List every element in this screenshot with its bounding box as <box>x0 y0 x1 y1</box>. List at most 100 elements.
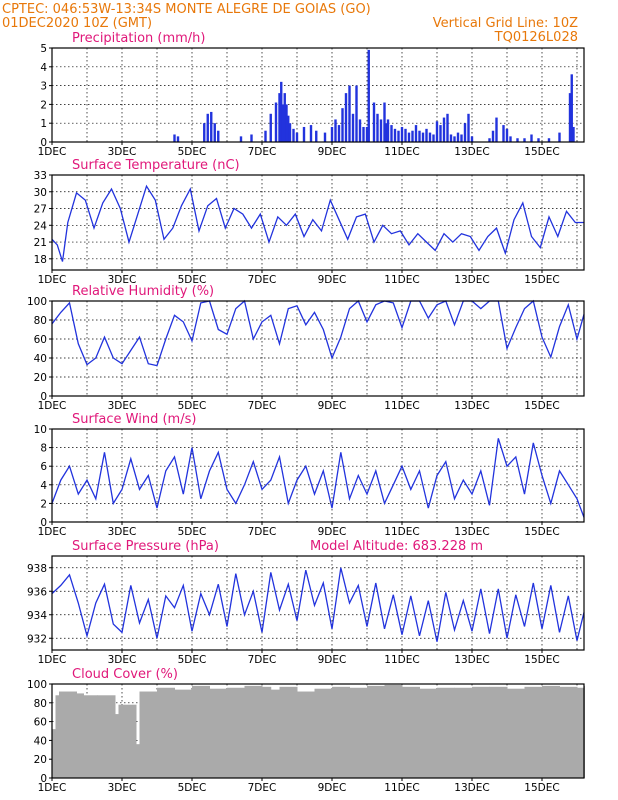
y-tick-label: 100 <box>27 679 47 691</box>
x-tick-label: 7DEC <box>248 274 277 286</box>
precip-bar <box>213 123 216 142</box>
precip-bar <box>269 113 272 142</box>
precip-bar <box>505 128 509 142</box>
y-tick-label: 5 <box>40 43 47 55</box>
y-tick-label: 6 <box>40 461 47 473</box>
precip-bar <box>274 102 278 142</box>
panel-title: Precipitation (mm/h) <box>72 31 205 46</box>
y-tick-label: 21 <box>34 237 47 249</box>
x-tick-label: 5DEC <box>178 400 207 412</box>
precip-bar <box>463 123 467 142</box>
series-line <box>51 184 584 262</box>
precip-bar <box>568 93 572 142</box>
x-tick-label: 3DEC <box>108 654 137 666</box>
precip-bar <box>537 138 540 142</box>
precip-bar <box>176 136 180 142</box>
precip-bar <box>337 125 341 142</box>
precip-bar <box>442 117 446 142</box>
cloud-bar <box>384 684 403 778</box>
precip-bar <box>421 132 425 142</box>
cloud-bar <box>524 686 543 778</box>
model-altitude: Model Altitude: 683.228 m <box>310 539 483 554</box>
x-tick-label: 5DEC <box>178 146 207 158</box>
x-tick-label: 9DEC <box>318 274 347 286</box>
cloud-bar <box>454 687 473 778</box>
x-tick-label: 3DEC <box>108 782 137 794</box>
y-tick-label: 18 <box>34 254 47 266</box>
y-tick-label: 0 <box>40 517 47 529</box>
cloud-bar <box>489 686 508 778</box>
cloud-bar <box>577 687 584 778</box>
precip-bar <box>397 130 400 142</box>
precip-bar <box>407 132 411 142</box>
x-tick-label: 5DEC <box>178 274 207 286</box>
cloud-bar <box>437 687 455 778</box>
precip-bar <box>404 128 407 142</box>
precip-bar <box>509 136 512 142</box>
y-tick-label: 2 <box>40 99 47 111</box>
precip-bar <box>292 128 295 142</box>
cloud-bar <box>227 687 245 778</box>
precip-bar <box>414 125 418 142</box>
x-tick-label: 1DEC <box>38 782 67 794</box>
x-tick-label: 3DEC <box>108 274 137 286</box>
y-tick-label: 4 <box>40 62 47 74</box>
cloud-bar <box>349 687 368 778</box>
precip-bar <box>439 125 442 142</box>
cloud-bar <box>472 686 490 778</box>
y-tick-label: 936 <box>27 586 47 598</box>
x-tick-label: 5DEC <box>178 526 207 538</box>
precip-bar <box>250 134 253 142</box>
x-tick-label: 5DEC <box>178 782 207 794</box>
precip-bar <box>385 123 388 142</box>
precip-bar <box>351 113 355 142</box>
precip-bar <box>330 126 334 142</box>
panel-title: Surface Temperature (nC) <box>72 158 240 173</box>
y-tick-label: 80 <box>34 315 47 327</box>
precip-bar <box>302 126 306 142</box>
cloud-bar <box>402 686 420 778</box>
precip-bar <box>530 134 533 142</box>
precip-bar <box>288 123 292 142</box>
x-tick-label: 9DEC <box>318 654 347 666</box>
cloud-bar <box>297 691 315 778</box>
precip-bar <box>365 126 369 142</box>
y-tick-label: 938 <box>27 563 47 575</box>
y-tick-label: 10 <box>34 424 47 436</box>
y-tick-label: 100 <box>27 296 47 308</box>
precip-bar <box>287 115 290 142</box>
cloud-bar <box>367 685 385 778</box>
cloud-bar <box>507 688 525 778</box>
cloud-bar <box>262 689 280 778</box>
precip-bar <box>502 125 505 142</box>
x-tick-label: 3DEC <box>108 526 137 538</box>
precip-bar <box>283 93 286 142</box>
y-tick-label: 40 <box>34 353 47 365</box>
cloud-bar <box>209 688 228 778</box>
panel-title: Surface Pressure (hPa) <box>72 539 219 554</box>
precip-bar <box>372 102 376 142</box>
y-tick-label: 8 <box>40 443 47 455</box>
plot-frame <box>51 174 585 271</box>
x-tick-label: 9DEC <box>318 146 347 158</box>
x-tick-label: 11DEC <box>384 782 419 794</box>
y-tick-label: 80 <box>34 698 47 710</box>
precip-bar <box>173 134 176 142</box>
precip-bar <box>386 119 390 142</box>
x-tick-label: 11DEC <box>384 654 419 666</box>
y-tick-label: 934 <box>27 610 47 622</box>
y-tick-label: 2 <box>40 498 47 510</box>
y-tick-label: 4 <box>40 480 47 492</box>
precip-bar <box>488 138 491 142</box>
precip-bar <box>315 130 318 142</box>
precip-bar <box>495 117 498 142</box>
precip-bar <box>460 134 463 142</box>
x-tick-label: 5DEC <box>178 654 207 666</box>
plot-frame <box>51 428 585 523</box>
x-tick-label: 7DEC <box>248 400 277 412</box>
model-code: TQ0126L028 <box>494 30 578 45</box>
x-tick-label: 1DEC <box>38 654 67 666</box>
cloud-bar <box>157 687 175 778</box>
x-tick-label: 3DEC <box>108 400 137 412</box>
precip-bar <box>570 74 573 142</box>
